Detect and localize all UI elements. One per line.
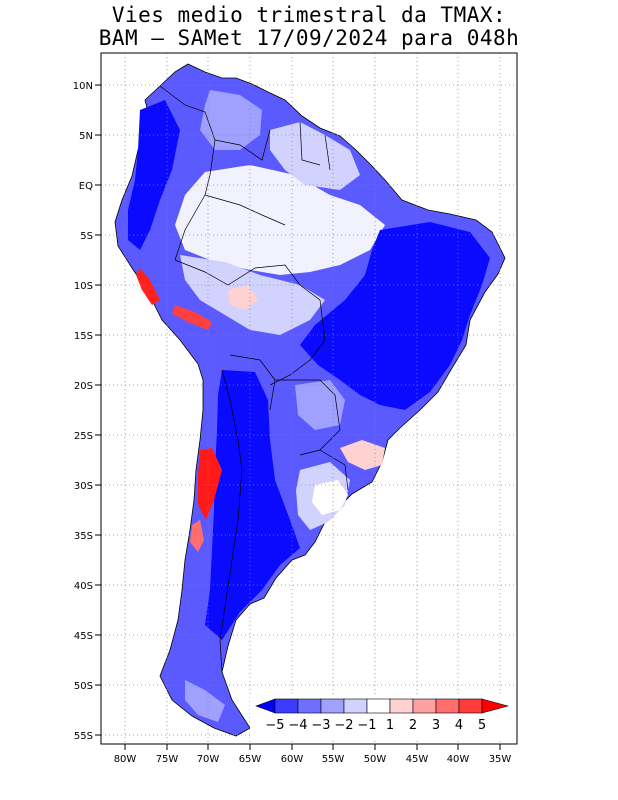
bias-zone-north-coast [200,90,262,150]
lat-label: 10N [73,81,93,92]
lon-label: 60W [281,754,304,765]
lat-label: 50S [74,681,93,692]
colorbar-label: −4 [288,718,307,733]
lat-label: 25S [74,431,93,442]
lat-label: 55S [74,731,93,742]
lon-label: 40W [447,754,470,765]
latitude-labels: 10N 5N EQ 5S 10S 15S 20S 25S 30S 35S 40S… [73,81,93,742]
colorbar-cell [389,698,414,714]
bias-zone-guianas [270,122,360,190]
bias-zone-south-brazil-warm [340,440,385,470]
lat-label: EQ [79,181,93,192]
colorbar-cell [343,698,368,714]
lat-label: 15S [74,331,93,342]
bias-zone-chile-warm-south [190,520,204,552]
lat-label: 10S [74,281,93,292]
colorbar-label: −1 [357,718,376,733]
lat-label: 20S [74,381,93,392]
colorbar-label: 4 [455,718,463,733]
lat-label: 35S [74,531,93,542]
colorbar-label: −2 [334,718,353,733]
colorbar-label: −5 [265,718,284,733]
longitude-labels: 80W 75W 70W 65W 60W 55W 50W 45W 40W 35W [114,754,512,765]
map-title-line-2: BAM – SAMet 17/09/2024 para 048h [98,26,520,50]
colorbar-cell [435,698,460,714]
lon-label: 35W [489,754,512,765]
bias-zone-argentina-strong [205,370,300,640]
country-borders [159,85,349,673]
lon-label: 55W [322,754,345,765]
lon-label: 50W [364,754,387,765]
lon-label: 80W [114,754,137,765]
lat-label: 5S [80,231,93,242]
colorbar-cell [297,698,322,714]
bias-zone-amazon-light [175,165,385,275]
bias-zone-pantanal-pink [228,285,258,310]
lon-label: 45W [406,754,429,765]
lon-label: 70W [197,754,220,765]
lon-label: 75W [156,754,179,765]
colorbar-label: 2 [409,718,417,733]
colorbar-label: 5 [478,718,486,733]
lat-label: 5N [79,131,93,142]
colorbar-cell [274,698,299,714]
colorbar: −5 −4 −3 −2 −1 1 2 3 4 5 [250,694,515,738]
map-title-line-1: Vies medio trimestral da TMAX: [111,3,507,27]
colorbar-label: 1 [386,718,394,733]
colorbar-cell [366,698,391,714]
colorbar-cell [320,698,345,714]
lat-label: 30S [74,481,93,492]
colorbar-cell [412,698,437,714]
bias-zone-peru-warm [136,268,160,305]
lat-label: 45S [74,631,93,642]
colorbar-label: −3 [311,718,330,733]
colorbar-cell [458,698,483,714]
bias-zone-patagonia-light [185,680,225,722]
graticule [101,53,517,744]
lat-label: 40S [74,581,93,592]
colorbar-label: 3 [432,718,440,733]
colorbar-cell [481,698,510,714]
bias-zone-chile-warm [198,448,222,520]
bias-zone-altiplano-warm [172,305,212,330]
bias-zone-uruguay [312,480,348,515]
lon-label: 65W [239,754,262,765]
bias-zone-brazil-strong [300,222,490,410]
